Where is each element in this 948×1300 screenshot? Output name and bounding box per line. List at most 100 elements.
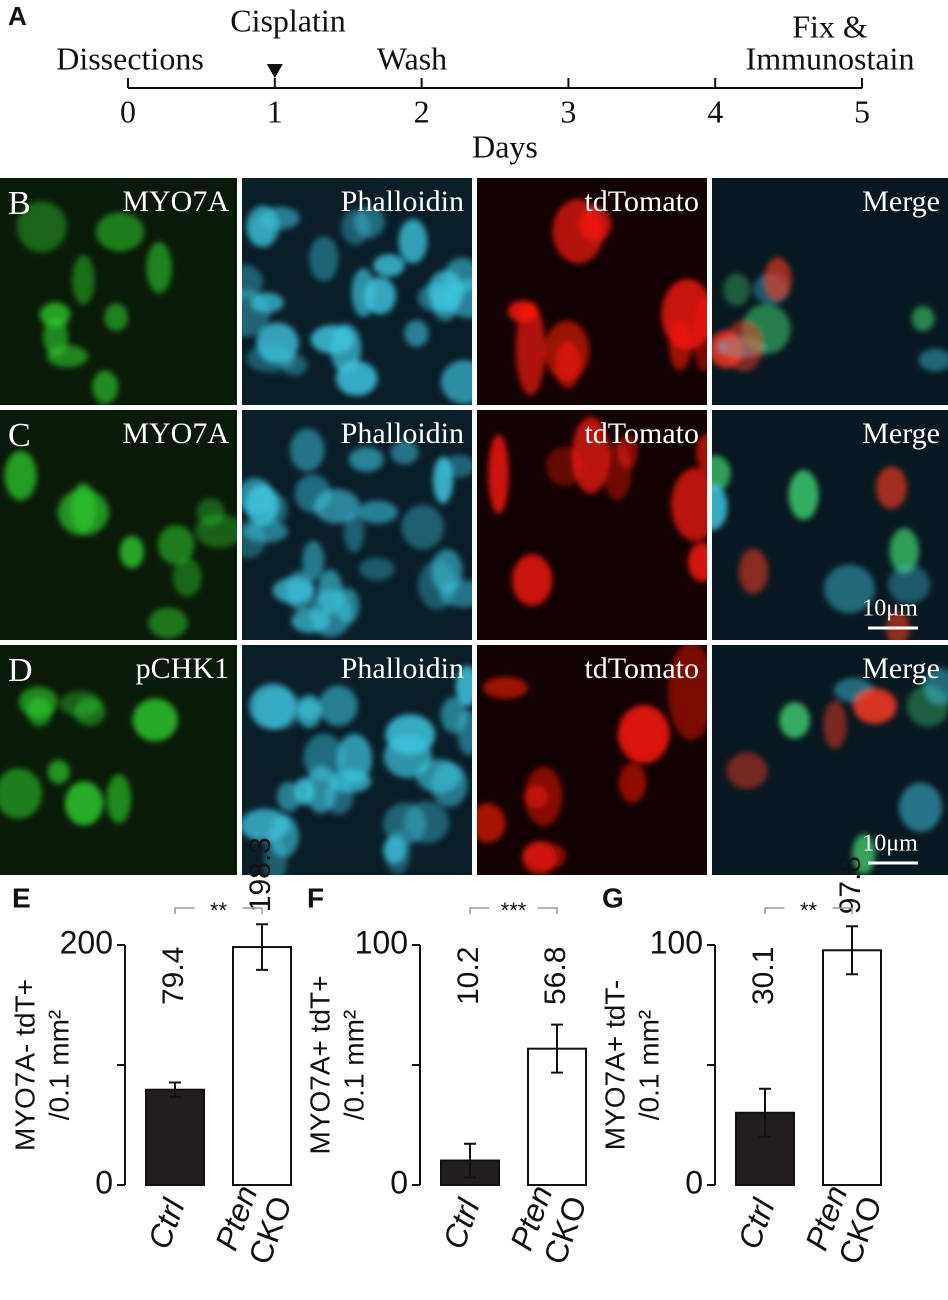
cell [317,569,343,616]
error-bar [169,1081,181,1098]
timeline-event: Fix & [792,8,868,44]
timeline-tick-label: 2 [414,93,430,129]
x-tick-label: Ctrl [436,1194,487,1254]
timeline-event: Immunostain [746,40,915,76]
cell [692,297,707,372]
cell [106,774,132,824]
cell [888,564,931,605]
micrograph [242,410,472,640]
micrograph [712,410,948,640]
cell [522,840,557,875]
panel-letter: G [602,882,624,913]
cell [696,433,707,472]
micrograph [477,178,707,405]
timeline-tick-label: 5 [854,93,870,129]
cell [256,322,299,364]
y-axis-label: /0.1 mm² [633,1010,664,1120]
cell [335,361,378,396]
cell [443,454,472,478]
value-label: 30.1 [747,947,780,1005]
panel-letter: E [12,882,31,913]
cell [357,500,398,524]
cell [290,428,325,472]
significance: ** [210,898,228,923]
timeline-event: Wash [377,40,447,76]
cell [455,665,472,707]
micrograph [477,645,707,875]
cell [788,470,819,520]
cell [918,348,948,372]
value-label: 198.3 [244,837,277,912]
channel-label: tdTomato [584,652,699,685]
channel-label: Merge [862,185,940,218]
cell [148,607,188,639]
cell [132,698,178,742]
cell [724,320,764,372]
timeline-event: Cisplatin [230,2,346,38]
cell [853,688,897,724]
cell [16,201,67,253]
x-tick-label: PtenCKO [798,1179,889,1269]
significance-bracket [174,907,263,914]
timeline-event: Dissections [56,40,204,76]
cell [401,504,445,550]
scale-bar-label: 10μm [862,831,918,857]
value-label: 97.8 [834,856,867,914]
micrograph [477,410,707,640]
micrograph [0,645,237,875]
cell [488,434,509,514]
cell [92,370,119,404]
error-bar [551,1023,563,1074]
cell [43,317,69,356]
cisplatin-marker [266,64,283,78]
cell [325,779,354,815]
y-tick-label: 0 [95,1164,113,1200]
cell [313,488,360,524]
significance-bracket [764,907,853,914]
cell [823,701,847,750]
cell [250,292,284,313]
x-tick-label: PtenCKO [208,1179,299,1269]
channel-label: Phalloidin [341,417,464,450]
micrograph-content [712,257,948,372]
cell [712,455,731,492]
cell [172,558,202,597]
significance-bracket [469,907,558,914]
cell [39,302,71,328]
cell [359,557,395,581]
cell [319,685,358,726]
cell [603,442,632,501]
y-axis-label: MYO7A+ tdT- [599,980,630,1150]
cell [343,512,365,553]
cell [309,236,339,282]
cell [416,759,462,793]
channel-label: Merge [862,652,940,685]
error-bar [464,1142,476,1179]
micrograph-content [242,428,472,637]
channel-label: Phalloidin [341,185,464,218]
row-letter: D [8,652,33,689]
micrograph-content [242,665,472,875]
micrograph-content [242,205,472,405]
micrograph [242,178,472,405]
cell [779,702,810,739]
timeline-tick-label: 4 [707,93,723,129]
cell [523,785,549,808]
cell [242,808,290,842]
cell [889,528,920,575]
cell [336,733,372,784]
cell [196,498,225,526]
cell [667,645,707,741]
cell [404,319,429,348]
y-tick-label: 0 [685,1164,703,1200]
timeline-tick-label: 3 [560,93,576,129]
row-letter: B [8,185,31,222]
y-axis-label: MYO7A+ tdT+ [304,976,335,1155]
micrograph [712,178,948,405]
y-axis-label: /0.1 mm² [338,1010,369,1120]
error-bar [846,925,858,976]
cell [59,691,102,717]
cell [255,688,302,730]
value-label: 56.8 [539,947,572,1005]
